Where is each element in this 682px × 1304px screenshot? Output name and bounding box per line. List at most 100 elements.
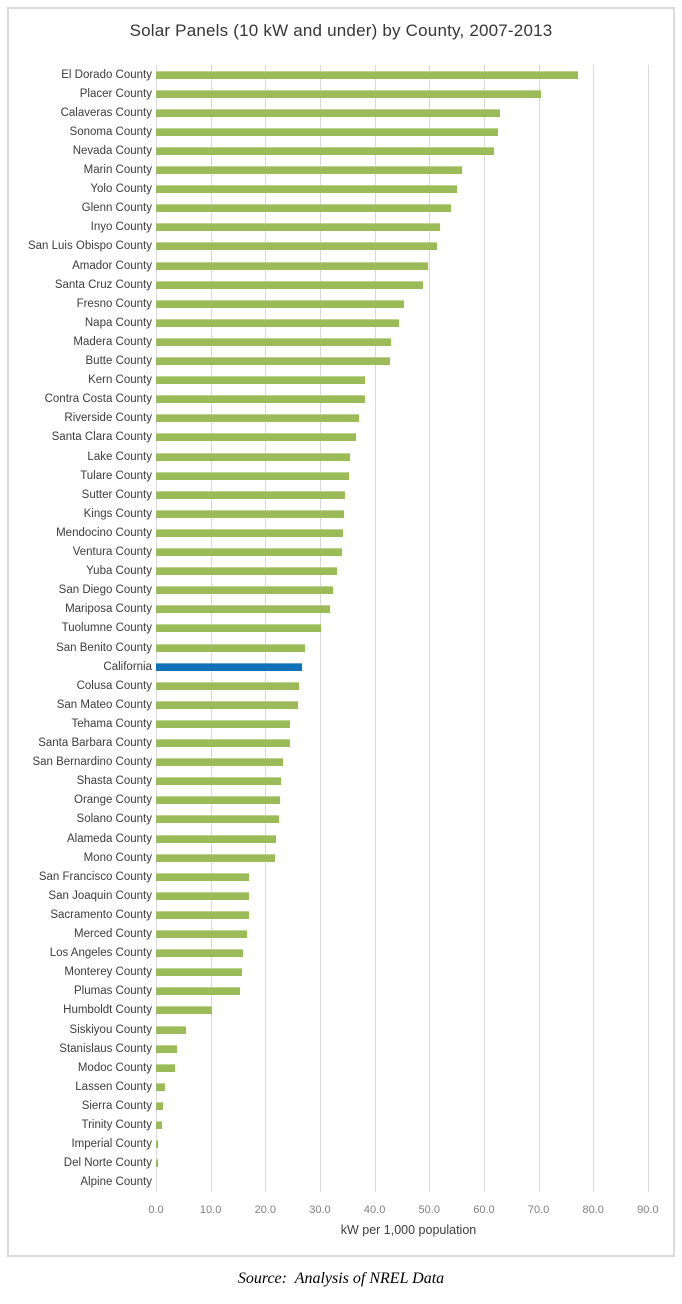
category-label: Mariposa County [65, 603, 152, 616]
category-label: Santa Clara County [51, 431, 152, 444]
bar [156, 872, 250, 881]
category-label: San Francisco County [38, 870, 152, 883]
bar [156, 261, 428, 270]
bar [156, 586, 334, 595]
bar [156, 1159, 158, 1168]
plot-area [156, 65, 661, 1192]
gridline [538, 65, 540, 1192]
bar [156, 280, 424, 289]
category-label: Stanislaus County [59, 1042, 152, 1055]
category-label: Siskiyou County [69, 1023, 152, 1036]
category-label: Yolo County [90, 183, 152, 196]
bar [156, 910, 249, 919]
x-tick-label: 30.0 [309, 1204, 331, 1216]
category-label: Mendocino County [56, 526, 152, 539]
category-label: Madera County [73, 335, 152, 348]
bar [156, 1121, 162, 1130]
bar [156, 968, 242, 977]
category-label: Fresno County [76, 297, 152, 310]
category-label: Riverside County [64, 412, 152, 425]
gridline [647, 65, 649, 1192]
bar [156, 739, 290, 748]
gridline [429, 65, 431, 1192]
x-tick-label: 90.0 [637, 1204, 659, 1216]
bar-california-highlight [156, 662, 303, 671]
category-label: Shasta County [76, 775, 152, 788]
bar [156, 987, 240, 996]
bar [156, 395, 365, 404]
category-label: Plumas County [74, 985, 152, 998]
bar [156, 1082, 165, 1091]
category-label: Sacramento County [50, 908, 152, 921]
category-label: Santa Cruz County [54, 278, 152, 291]
bar [156, 357, 391, 366]
bar [156, 681, 299, 690]
category-label: Humboldt County [63, 1004, 152, 1017]
category-label: El Dorado County [61, 68, 152, 81]
category-label: San Mateo County [56, 698, 152, 711]
category-label: Kern County [88, 374, 152, 387]
bar [156, 528, 344, 537]
category-label: Tulare County [80, 469, 152, 482]
bar [156, 643, 306, 652]
category-label: Colusa County [76, 679, 152, 692]
gridline [483, 65, 485, 1192]
bar [156, 146, 494, 155]
category-label: Inyo County [90, 221, 152, 234]
bar [156, 891, 249, 900]
bar [156, 1101, 163, 1110]
bar [156, 719, 291, 728]
category-label: Contra Costa County [44, 393, 152, 406]
category-label: Calaveras County [60, 106, 152, 119]
bar [156, 834, 276, 843]
category-label: Napa County [84, 316, 152, 329]
category-label: Lassen County [75, 1080, 152, 1093]
bar [156, 89, 541, 98]
category-label: Sutter County [81, 488, 152, 501]
bar [156, 796, 281, 805]
category-label: Santa Barbara County [38, 737, 152, 750]
bar [156, 949, 243, 958]
category-axis-labels: El Dorado County Placer County Calaveras C… [9, 65, 152, 1192]
bar [156, 299, 404, 308]
bar [156, 204, 451, 213]
category-label: San Luis Obispo County [27, 240, 152, 253]
category-label: San Joaquin County [48, 889, 152, 902]
category-label: Marin County [83, 164, 152, 177]
bar [156, 815, 279, 824]
category-label: Mono County [83, 851, 152, 864]
bar [156, 567, 337, 576]
chart-title: Solar Panels (10 kW and under) by County… [129, 21, 553, 40]
bar [156, 108, 501, 117]
bar [156, 853, 276, 862]
bar [156, 624, 321, 633]
bar [156, 166, 463, 175]
category-label: Placer County [79, 87, 152, 100]
source-note: Source: Analysis of NREL Data [237, 1270, 445, 1287]
bar [156, 242, 438, 251]
bar [156, 223, 440, 232]
x-tick-label: 80.0 [582, 1204, 604, 1216]
gridline [374, 65, 376, 1192]
x-tick-label: 70.0 [527, 1204, 550, 1216]
bar [156, 1063, 175, 1072]
x-tick-label: 10.0 [199, 1204, 222, 1216]
category-label: Butte County [85, 355, 152, 368]
x-tick-label: 60.0 [473, 1204, 495, 1216]
category-label: Monterey County [64, 966, 152, 979]
bar [156, 1025, 187, 1034]
category-label: Yuba County [86, 565, 152, 578]
bar [156, 777, 281, 786]
x-tick-label: 0.0 [148, 1204, 164, 1216]
bar [156, 548, 343, 557]
category-label: Sierra County [81, 1099, 152, 1112]
category-label: San Benito County [56, 641, 152, 654]
category-label: Tehama County [71, 717, 152, 730]
category-label: Amador County [72, 259, 152, 272]
bar [156, 605, 330, 614]
bar [156, 452, 351, 461]
x-axis-title: kW per 1,000 population [340, 1223, 477, 1237]
bar [156, 700, 298, 709]
category-label: Solano County [76, 813, 152, 826]
bar [156, 930, 247, 939]
